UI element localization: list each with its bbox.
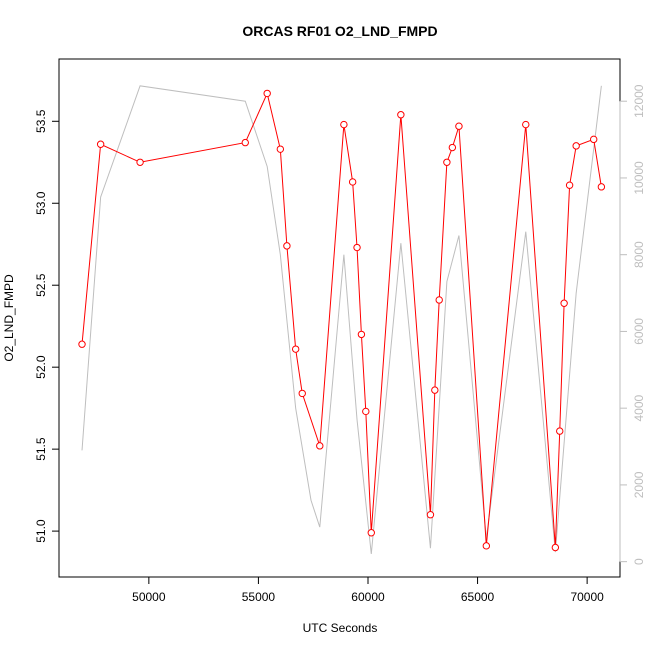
data-point — [426, 511, 435, 519]
data-point — [298, 389, 306, 398]
data-point — [367, 529, 375, 537]
x-tick-label: 65000 — [461, 590, 495, 604]
data-point — [136, 158, 144, 166]
data-point — [572, 142, 580, 150]
data-point — [78, 340, 86, 348]
y2-tick-label: 0 — [632, 558, 646, 565]
data-point — [357, 330, 366, 339]
data-point — [283, 242, 291, 250]
data-point — [556, 427, 564, 435]
x-tick-label: 55000 — [242, 590, 276, 604]
data-point — [362, 407, 370, 416]
y-tick-label: 51.0 — [34, 519, 48, 543]
data-point — [316, 442, 324, 450]
data-point — [443, 158, 451, 166]
y-tick-label: 53.5 — [34, 109, 48, 133]
data-point — [340, 120, 348, 129]
data-point — [448, 143, 457, 152]
chart-title: ORCAS RF01 O2_LND_FMPD — [242, 23, 437, 39]
x-axis-label: UTC Seconds — [303, 621, 378, 635]
data-point — [482, 542, 491, 550]
data-point — [241, 138, 249, 147]
y2-tick-label: 4000 — [632, 395, 646, 422]
y-tick-label: 53.0 — [34, 191, 48, 215]
y-tick-label: 52.5 — [34, 273, 48, 297]
y2-tick-label: 10000 — [632, 161, 646, 195]
data-point — [96, 140, 105, 148]
y2-tick-label: 8000 — [632, 241, 646, 268]
y2-tick-label: 2000 — [632, 471, 646, 498]
data-point — [431, 386, 439, 394]
data-point — [397, 111, 405, 119]
y2-tick-label: 12000 — [632, 84, 646, 118]
data-point — [276, 145, 285, 153]
data-point — [291, 345, 300, 353]
data-point — [597, 183, 606, 191]
red-series-line — [81, 91, 602, 548]
x-tick-label: 60000 — [351, 590, 385, 604]
y2-tick-label: 6000 — [632, 318, 646, 345]
data-point — [263, 89, 271, 98]
x-tick-label: 70000 — [570, 590, 604, 604]
y-axis-left: 51.0 51.5 52.0 52.5 53.0 53.5 — [34, 109, 60, 543]
data-point — [522, 120, 530, 129]
data-point — [565, 181, 574, 189]
data-point — [435, 296, 443, 304]
x-tick-label: 50000 — [132, 590, 166, 604]
data-point — [455, 122, 463, 130]
data-point — [348, 178, 357, 186]
y-tick-label: 52.0 — [34, 355, 48, 379]
data-point — [590, 135, 598, 144]
data-point — [560, 299, 568, 307]
y-axis-right: 0 2000 4000 6000 8000 10000 12000 — [619, 84, 646, 565]
data-point — [551, 543, 560, 552]
y-axis-label: O2_LND_FMPD — [2, 274, 16, 362]
gray-series-line — [81, 85, 602, 555]
data-point — [353, 243, 361, 252]
x-axis: 50000 55000 60000 65000 70000 — [132, 576, 604, 604]
y-tick-label: 51.5 — [34, 437, 48, 461]
series-layer — [78, 85, 606, 555]
